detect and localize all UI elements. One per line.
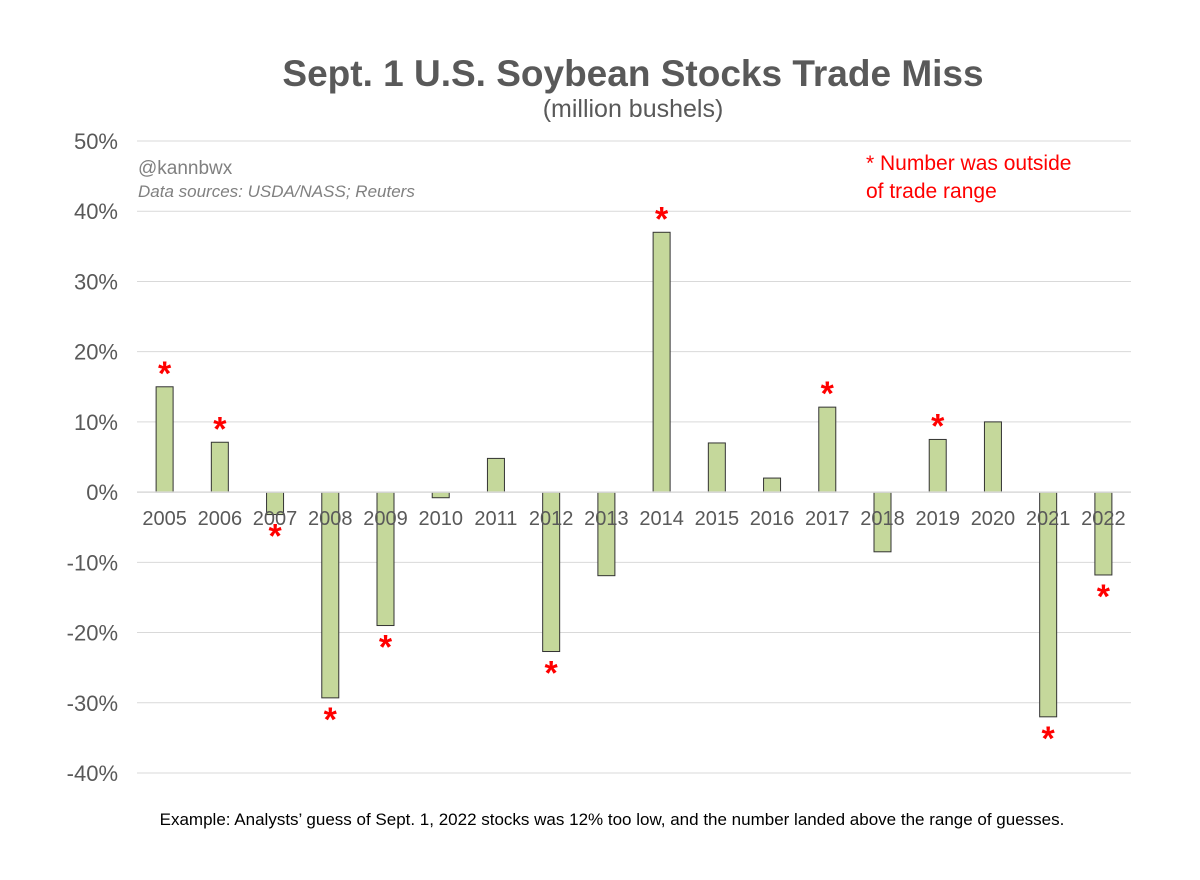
y-tick-label: 0% xyxy=(86,480,118,505)
x-tick-label: 2020 xyxy=(971,508,1016,530)
bar xyxy=(1094,491,1113,576)
outside-range-marker: * xyxy=(1097,578,1111,616)
legend-note-line-1: * Number was outside xyxy=(866,152,1071,175)
bar xyxy=(486,457,505,493)
outside-range-marker: * xyxy=(545,655,559,693)
x-tick-label: 2022 xyxy=(1081,508,1126,530)
bar xyxy=(818,406,837,493)
y-tick-label: -30% xyxy=(67,691,118,716)
bar xyxy=(652,231,671,493)
outside-range-marker: * xyxy=(821,375,835,413)
x-tick-label: 2014 xyxy=(639,508,684,530)
outside-range-marker: * xyxy=(158,355,172,393)
bar xyxy=(983,421,1002,493)
x-tick-label: 2005 xyxy=(142,508,187,530)
y-tick-label: 40% xyxy=(74,199,118,224)
x-tick-label: 2010 xyxy=(418,508,463,530)
y-tick-label: 30% xyxy=(74,269,118,294)
bar xyxy=(431,491,450,499)
outside-range-marker: * xyxy=(931,407,945,445)
bar xyxy=(707,442,726,493)
x-tick-label: 2008 xyxy=(308,508,353,530)
legend-note-line-2: of trade range xyxy=(866,180,997,203)
y-tick-label: 10% xyxy=(74,410,118,435)
x-tick-label: 2007 xyxy=(253,508,298,530)
x-tick-label: 2011 xyxy=(474,508,517,530)
y-tick-label: 50% xyxy=(74,129,118,154)
footnote: Example: Analysts’ guess of Sept. 1, 202… xyxy=(160,810,1065,829)
outside-range-markers: * * * * * * * * * * * xyxy=(158,200,1111,758)
gridlines xyxy=(137,140,1131,774)
x-tick-label: 2021 xyxy=(1026,508,1071,530)
y-tick-label: -10% xyxy=(67,550,118,575)
x-tick-label: 2018 xyxy=(860,508,905,530)
x-tick-label: 2015 xyxy=(695,508,740,530)
y-axis-ticks: 50% 40% 30% 20% 10% 0% -10% -20% -30% -40% xyxy=(67,129,118,786)
x-axis-ticks: 2005 2006 2007 2008 2009 2010 2011 2012 2013 2014… xyxy=(142,508,1125,530)
y-tick-label: 20% xyxy=(74,340,118,365)
bar xyxy=(155,386,174,493)
x-tick-label: 2019 xyxy=(915,508,960,530)
y-tick-label: -20% xyxy=(67,621,118,646)
x-tick-label: 2006 xyxy=(198,508,243,530)
x-tick-label: 2012 xyxy=(529,508,574,530)
outside-range-marker: * xyxy=(379,629,393,667)
author-credit: @kannbwx xyxy=(138,158,233,179)
outside-range-marker: * xyxy=(213,410,227,448)
x-tick-label: 2013 xyxy=(584,508,629,530)
outside-range-marker: * xyxy=(655,200,669,238)
chart-subtitle: (million bushels) xyxy=(543,95,724,123)
outside-range-marker: * xyxy=(1042,720,1056,758)
bar xyxy=(928,438,947,493)
outside-range-marker: * xyxy=(268,518,282,556)
chart-title: Sept. 1 U.S. Soybean Stocks Trade Miss xyxy=(282,53,983,94)
bar xyxy=(210,441,229,493)
x-tick-label: 2009 xyxy=(363,508,408,530)
bar xyxy=(597,491,616,577)
x-tick-label: 2016 xyxy=(750,508,795,530)
outside-range-marker: * xyxy=(324,701,338,739)
data-sources: Data sources: USDA/NASS; Reuters xyxy=(138,182,415,201)
x-tick-label: 2017 xyxy=(805,508,850,530)
bar xyxy=(763,477,782,493)
y-tick-label: -40% xyxy=(67,761,118,786)
bars xyxy=(155,231,1113,718)
